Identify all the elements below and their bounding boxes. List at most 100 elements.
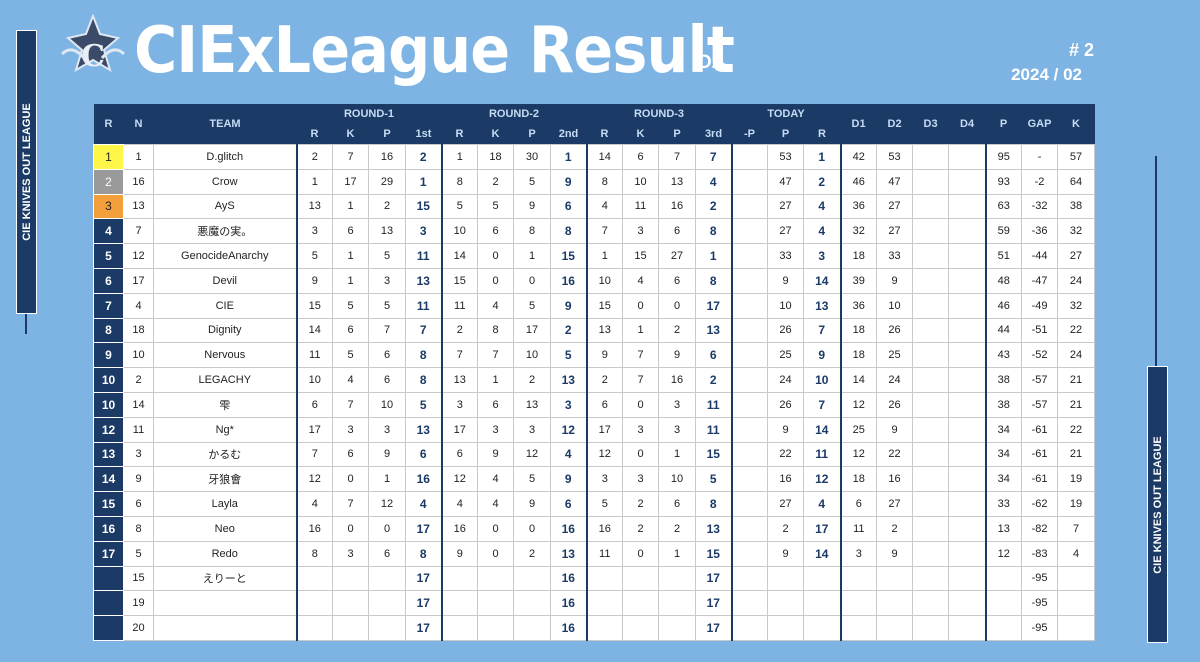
cell: -82 — [1021, 515, 1059, 542]
cell: 5 — [695, 466, 732, 493]
column-header: R — [93, 104, 124, 145]
column-header: D3 — [912, 104, 949, 145]
cell: 13 — [368, 218, 406, 245]
cell — [912, 342, 950, 369]
cell: 13 — [658, 168, 696, 195]
cell: 11 — [695, 391, 732, 418]
cell — [477, 565, 514, 592]
side-label: CIE KNIVES OUT LEAGUE — [1147, 366, 1168, 643]
table-row: 2 16 Crow 1 17 29 1 8 2 5 9 8 10 13 4 47 2 46 47 93 -2 64 — [93, 168, 1096, 195]
cell: 9 — [550, 292, 587, 319]
cell: -36 — [1021, 218, 1059, 245]
cell: 5 — [513, 466, 551, 493]
cell — [912, 565, 950, 592]
cell: 3 — [405, 218, 442, 245]
cell: 7 — [123, 218, 154, 245]
cell: -95 — [1021, 565, 1059, 592]
cell: 6 — [550, 193, 587, 220]
cell: 2 — [622, 491, 659, 517]
cell: 14 — [295, 317, 333, 344]
cell: - — [1021, 144, 1059, 170]
cell: 6 — [368, 540, 406, 567]
cell: 17 — [405, 615, 442, 641]
group-header: ROUND-2 — [441, 104, 587, 124]
cell: 12 — [513, 441, 551, 468]
cell: -61 — [1021, 441, 1059, 468]
cell: 1 — [93, 144, 124, 170]
cell — [332, 615, 369, 641]
cell: 5 — [513, 168, 551, 195]
cell: 7 — [622, 367, 659, 393]
cell — [839, 590, 878, 617]
column-header: -P — [731, 124, 768, 145]
cell: 3 — [332, 416, 369, 443]
cell: 2 — [585, 367, 623, 393]
cell: 46 — [984, 292, 1023, 319]
cell: 4 — [123, 292, 154, 319]
cell: 7 — [332, 391, 369, 418]
cell: 16 — [876, 466, 914, 493]
cell: 53 — [767, 144, 804, 170]
cell — [585, 565, 623, 592]
cell — [948, 243, 987, 269]
cell: 3 — [550, 391, 587, 418]
column-header: K — [622, 124, 659, 145]
column-header: N — [123, 104, 154, 145]
cell — [622, 565, 659, 592]
cell — [730, 590, 768, 617]
cell: 17 — [405, 565, 442, 592]
cell: 4 — [1057, 540, 1096, 567]
cell: 16 — [550, 267, 587, 294]
cell: 3 — [622, 466, 659, 493]
cell — [876, 615, 914, 641]
table-row: 6 17 Devil 9 1 3 13 15 0 0 16 10 4 6 8 9 14 39 9 48 -47 24 — [93, 267, 1096, 294]
cell: Devil — [153, 267, 297, 294]
cell: 34 — [984, 441, 1023, 468]
cell: 48 — [984, 267, 1023, 294]
table-row: 10 2 LEGACHY 10 4 6 8 13 1 2 13 2 7 16 2 24 10 14 24 38 -57 2… — [93, 367, 1096, 393]
cell: 4 — [405, 491, 442, 517]
cell: D.glitch — [153, 144, 297, 170]
cell: 36 — [839, 292, 878, 319]
cell: 4 — [622, 267, 659, 294]
cell: 10 — [767, 292, 804, 319]
cell: 22 — [876, 441, 914, 468]
cell: 5 — [550, 342, 587, 369]
cell: 4 — [802, 491, 842, 517]
cell: 13 — [405, 416, 442, 443]
cell: 4 — [477, 491, 514, 517]
column-header: P — [368, 124, 406, 145]
cell: 12 — [585, 441, 623, 468]
cell — [730, 218, 768, 245]
cell: 9 — [368, 441, 406, 468]
cell: 4 — [802, 193, 842, 220]
cell: 1 — [802, 144, 842, 170]
cell: 1 — [332, 243, 369, 269]
cell: 15 — [585, 292, 623, 319]
cell: 33 — [984, 491, 1023, 517]
table-row: 13 3 かるむ 7 6 9 6 6 9 12 4 12 0 1 15 22 11 12 22 34 -61 21 — [93, 441, 1096, 468]
cell: 9 — [477, 441, 514, 468]
cell: 11 — [405, 243, 442, 269]
cell: 7 — [477, 342, 514, 369]
cell: 6 — [622, 144, 659, 170]
cell: 3 — [585, 466, 623, 493]
cell: 13 — [984, 515, 1023, 542]
cell: 38 — [984, 391, 1023, 418]
cell: 10 — [622, 168, 659, 195]
cell: -83 — [1021, 540, 1059, 567]
cell: Crow — [153, 168, 297, 195]
cell — [730, 466, 768, 493]
cell: 6 — [123, 491, 154, 517]
cell: -62 — [1021, 491, 1059, 517]
cell: 16 — [550, 565, 587, 592]
cell: 0 — [513, 267, 551, 294]
cell: 13 — [440, 367, 478, 393]
table-row: 8 18 Dignity 14 6 7 7 2 8 17 2 13 1 2 13 26 7 18 26 44 -51 22 — [93, 317, 1096, 344]
cell: 6 — [658, 267, 696, 294]
cell — [802, 590, 842, 617]
cell: 0 — [622, 292, 659, 319]
cell: 21 — [1057, 391, 1096, 418]
cell: 33 — [767, 243, 804, 269]
cell — [839, 615, 878, 641]
